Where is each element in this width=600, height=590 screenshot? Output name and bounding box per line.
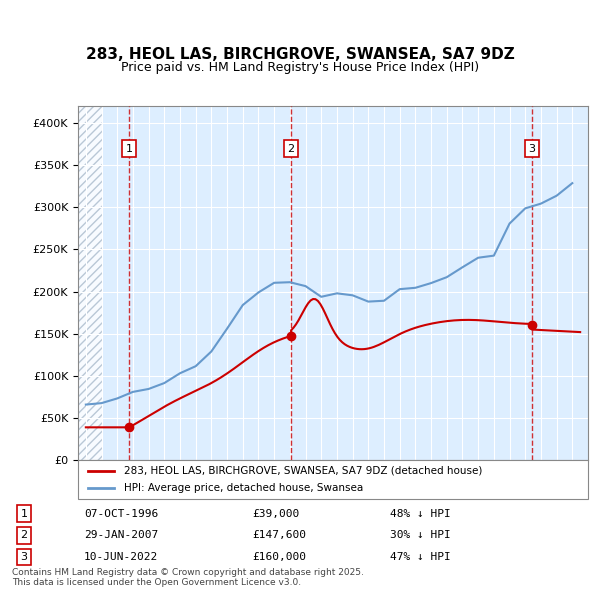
- Text: HPI: Average price, detached house, Swansea: HPI: Average price, detached house, Swan…: [124, 483, 363, 493]
- Text: Price paid vs. HM Land Registry's House Price Index (HPI): Price paid vs. HM Land Registry's House …: [121, 61, 479, 74]
- Text: 10-JUN-2022: 10-JUN-2022: [84, 552, 158, 562]
- Text: 48% ↓ HPI: 48% ↓ HPI: [390, 509, 451, 519]
- Text: 29-JAN-2007: 29-JAN-2007: [84, 530, 158, 540]
- Text: 2: 2: [20, 530, 28, 540]
- Text: 1: 1: [126, 144, 133, 153]
- Text: £147,600: £147,600: [252, 530, 306, 540]
- Text: 30% ↓ HPI: 30% ↓ HPI: [390, 530, 451, 540]
- Text: 283, HEOL LAS, BIRCHGROVE, SWANSEA, SA7 9DZ: 283, HEOL LAS, BIRCHGROVE, SWANSEA, SA7 …: [86, 47, 514, 62]
- Text: 2: 2: [287, 144, 295, 153]
- FancyBboxPatch shape: [78, 460, 588, 499]
- Text: Contains HM Land Registry data © Crown copyright and database right 2025.
This d: Contains HM Land Registry data © Crown c…: [12, 568, 364, 587]
- Text: 3: 3: [529, 144, 536, 153]
- Text: 3: 3: [20, 552, 28, 562]
- Text: 47% ↓ HPI: 47% ↓ HPI: [390, 552, 451, 562]
- Bar: [78, 106, 101, 460]
- Text: 283, HEOL LAS, BIRCHGROVE, SWANSEA, SA7 9DZ (detached house): 283, HEOL LAS, BIRCHGROVE, SWANSEA, SA7 …: [124, 466, 482, 476]
- Text: 07-OCT-1996: 07-OCT-1996: [84, 509, 158, 519]
- Text: 1: 1: [20, 509, 28, 519]
- Text: £160,000: £160,000: [252, 552, 306, 562]
- Text: £39,000: £39,000: [252, 509, 299, 519]
- Bar: [78, 106, 101, 460]
